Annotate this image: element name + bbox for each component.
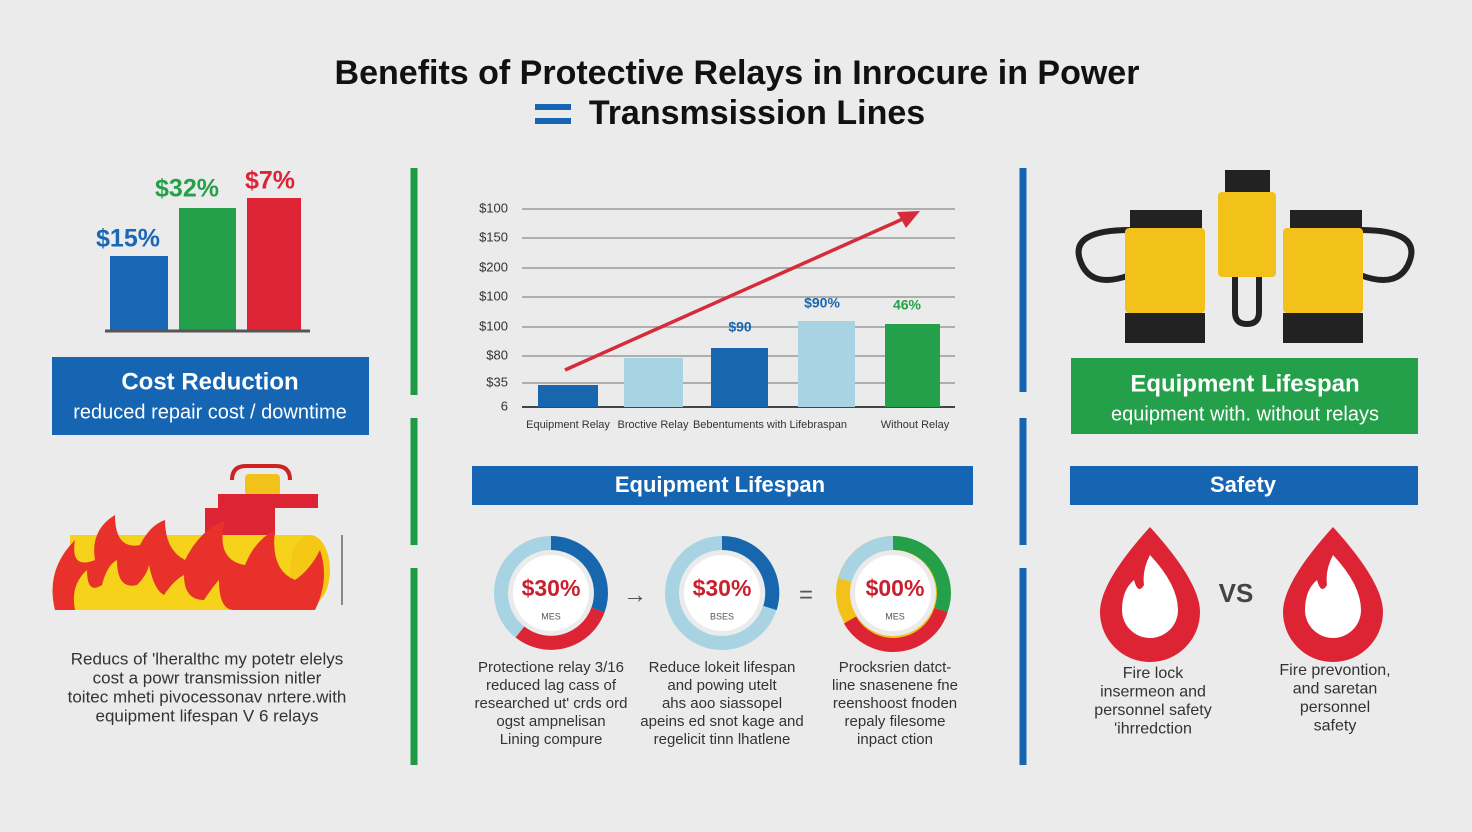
caption: regelicit tinn lhatlene	[654, 731, 791, 748]
y-tick-label: $80	[486, 347, 508, 362]
y-tick-label: $100	[479, 318, 508, 333]
x-tick-label: Broctive Relay	[618, 419, 689, 431]
bar-label: $15%	[96, 225, 160, 253]
fire-illustration	[52, 464, 343, 610]
title-icon	[535, 104, 571, 124]
title: Transmsission Lines	[589, 94, 925, 132]
caption: apeins ed snot kage and	[640, 713, 803, 730]
y-tick-label: $150	[479, 229, 508, 244]
vs: VS	[1219, 578, 1254, 608]
caption: repaly filesome	[845, 713, 946, 730]
box-heading: Cost Reduction	[121, 368, 298, 395]
title: Benefits of Protective Relays in Inrocur…	[335, 54, 1140, 92]
donuts	[494, 535, 951, 652]
box-text: equipment with. without relays	[1111, 403, 1379, 425]
bar-label: $32%	[155, 175, 219, 203]
fire-drops	[1100, 527, 1383, 662]
operator: →	[623, 581, 647, 608]
caption: ahs aoo siassopel	[662, 695, 782, 712]
mid-chart-bars	[538, 321, 940, 407]
y-tick-label: 6	[501, 398, 508, 413]
y-tick-label: $200	[479, 259, 508, 274]
caption: personnel	[1300, 699, 1370, 716]
x-tick-label: Without Relay	[881, 419, 950, 431]
bar-label: $90%	[804, 295, 840, 311]
text-line: toitec mheti pivocessonav nrtere.with	[68, 687, 347, 706]
caption: safety	[1314, 718, 1357, 735]
y-tick-label: $100	[479, 288, 508, 303]
caption: 'ihrredction	[1114, 721, 1192, 738]
text-line: cost a powr transmission nitler	[93, 668, 322, 687]
donut-label: $30%	[522, 575, 581, 601]
cost-box	[52, 357, 369, 435]
bar-label: $90	[728, 319, 752, 335]
caption: reduced lag cass of	[486, 677, 617, 694]
caption: researched ut' crds ord	[475, 695, 628, 712]
bar-label: $7%	[245, 167, 295, 195]
dividers	[410, 168, 1027, 765]
caption: reenshoost fnoden	[833, 695, 957, 712]
x-tick-label: Bebentuments with Lifebraspan	[693, 419, 847, 431]
relay-illustration	[1075, 170, 1415, 343]
caption: personnel safety	[1094, 702, 1211, 719]
trend-arrow	[564, 211, 920, 372]
donut-sub: BSES	[710, 611, 734, 621]
caption: line snasenene fne	[832, 677, 958, 694]
lifespan-box	[1071, 358, 1418, 434]
safety-banner	[1070, 466, 1418, 505]
y-tick-label: $35	[486, 374, 508, 389]
x-tick-label: Equipment Relay	[526, 419, 610, 431]
caption: Protectione relay 3/16	[478, 659, 624, 676]
caption: Reduce lokeit lifespan	[649, 659, 796, 676]
donut-label: $30%	[693, 575, 752, 601]
caption: Procksrien datct-	[839, 659, 952, 676]
box-text: reduced repair cost / downtime	[73, 401, 346, 423]
caption: and saretan	[1293, 681, 1378, 698]
donut-label: $00%	[866, 575, 925, 601]
y-tick-label: $100	[479, 200, 508, 215]
text-line: Reducs of 'lheralthc my potetr elelys	[71, 649, 344, 668]
donut-sub: MES	[541, 611, 561, 621]
box-heading: Equipment Lifespan	[1130, 370, 1359, 397]
banner-text: Safety	[1210, 472, 1277, 497]
caption: and powing utelt	[667, 677, 777, 694]
bar-label: 46%	[893, 297, 922, 313]
caption: Lining compure	[500, 731, 603, 748]
operator: =	[799, 581, 813, 608]
mid-banner	[472, 466, 973, 505]
caption: Fire prevontion,	[1279, 662, 1390, 679]
donut-sub: MES	[885, 611, 905, 621]
caption: insermeon and	[1100, 684, 1206, 701]
text-line: equipment lifespan V 6 relays	[95, 706, 318, 725]
caption: Fire lock	[1123, 665, 1184, 682]
banner-text: Equipment Lifespan	[615, 472, 825, 497]
caption: inpact ction	[857, 731, 933, 748]
caption: ogst ampnelisan	[496, 713, 605, 730]
cost-bars	[105, 198, 310, 333]
